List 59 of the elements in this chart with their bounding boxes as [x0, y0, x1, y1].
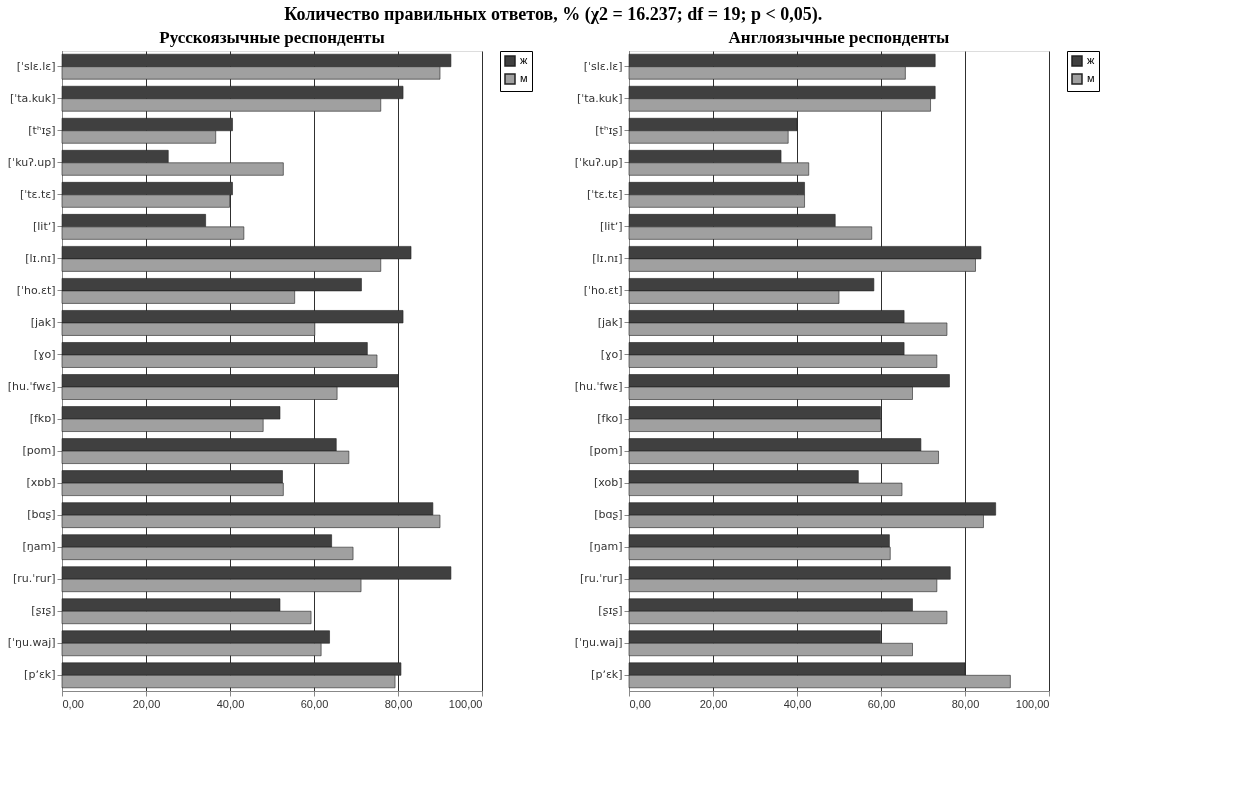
- legend-label: ж: [520, 54, 528, 66]
- y-tick-label: [ŋam]: [589, 540, 623, 554]
- x-tick-label: 60,00: [300, 697, 329, 710]
- y-tick-label: [xob]: [594, 476, 623, 490]
- y-tick-label: [ˈslɛ.lɛ]: [583, 59, 623, 73]
- x-tick-label: 0,00: [62, 697, 84, 710]
- y-tick-label: [jak]: [30, 315, 56, 329]
- y-tick-label: [ˈslɛ.lɛ]: [16, 59, 56, 73]
- y-tick-label: [ˈkuʔ.up]: [7, 155, 56, 169]
- y-tick-label: [ˈŋu.waj]: [574, 636, 623, 650]
- y-tick-label: [pʼɛk]: [591, 668, 623, 682]
- legend-label: м: [1087, 72, 1095, 84]
- y-tick-label: [ˈta.kuk]: [576, 91, 623, 105]
- y-tick-label: [ˈtɛ.tɛ]: [19, 187, 56, 201]
- x-tick-label: 20,00: [699, 697, 728, 710]
- x-tick-label: 100,00: [1015, 697, 1050, 710]
- y-tick-label: [hu.ˈfwɛ]: [574, 380, 623, 394]
- x-tick-label: 100,00: [448, 697, 483, 710]
- y-tick-label: [ˈho.ɛt]: [16, 283, 56, 297]
- y-tick-label: [ru.ˈrur]: [579, 572, 623, 586]
- x-tick-label: 20,00: [132, 697, 161, 710]
- y-tick-label: [ˈta.kuk]: [9, 91, 56, 105]
- y-tick-label: [bɑʂ]: [594, 508, 623, 522]
- legend-label: м: [520, 72, 528, 84]
- y-tick-label: [ˈkuʔ.up]: [574, 155, 623, 169]
- legend-label: ж: [1087, 54, 1095, 66]
- y-tick-label: [ʂɪʂ]: [598, 604, 623, 618]
- text: Количество правильных ответов, % (χ2 = 16.237; df = 19; p < 0,05).: [284, 4, 823, 25]
- x-tick-label: 60,00: [867, 697, 896, 710]
- y-tick-label: [ˈŋu.waj]: [7, 636, 56, 650]
- y-tick-label: [ru.ˈrur]: [12, 572, 56, 586]
- x-tick-label: 0,00: [629, 697, 651, 710]
- y-tick-label: [pom]: [22, 444, 56, 458]
- y-tick-label: [pom]: [589, 444, 623, 458]
- y-tick-label: [fko]: [597, 412, 623, 426]
- y-tick-label: [jak]: [597, 315, 623, 329]
- y-tick-label: [fkɒ]: [29, 412, 56, 426]
- y-tick-label: [litʼ]: [32, 219, 56, 233]
- y-tick-label: [tʰɪʂ]: [595, 123, 623, 137]
- chart-subtitle: Русскоязычные респонденты: [159, 27, 385, 47]
- chart-subtitle: Англоязычные респонденты: [728, 27, 950, 47]
- y-tick-label: [xɒb]: [26, 476, 56, 490]
- y-tick-label: [pʼɛk]: [24, 668, 56, 682]
- x-tick-label: 40,00: [783, 697, 812, 710]
- y-tick-label: [lɪ.nɪ]: [592, 251, 623, 265]
- y-tick-label: [ɣo]: [600, 347, 623, 361]
- y-tick-label: [ˈtɛ.tɛ]: [586, 187, 623, 201]
- x-tick-label: 80,00: [384, 697, 413, 710]
- x-tick-label: 40,00: [216, 697, 245, 710]
- y-tick-label: [hu.ˈfwɛ]: [7, 380, 56, 394]
- y-tick-label: [litʼ]: [599, 219, 623, 233]
- y-tick-label: [ʂɪʂ]: [31, 604, 56, 618]
- y-tick-label: [lɪ.nɪ]: [25, 251, 56, 265]
- y-tick-label: [ˈho.ɛt]: [583, 283, 623, 297]
- y-tick-label: [ɣo]: [33, 347, 56, 361]
- x-tick-label: 80,00: [951, 697, 980, 710]
- y-tick-label: [ŋam]: [22, 540, 56, 554]
- y-tick-label: [tʰɪʂ]: [28, 123, 56, 137]
- y-tick-label: [bɑʂ]: [27, 508, 56, 522]
